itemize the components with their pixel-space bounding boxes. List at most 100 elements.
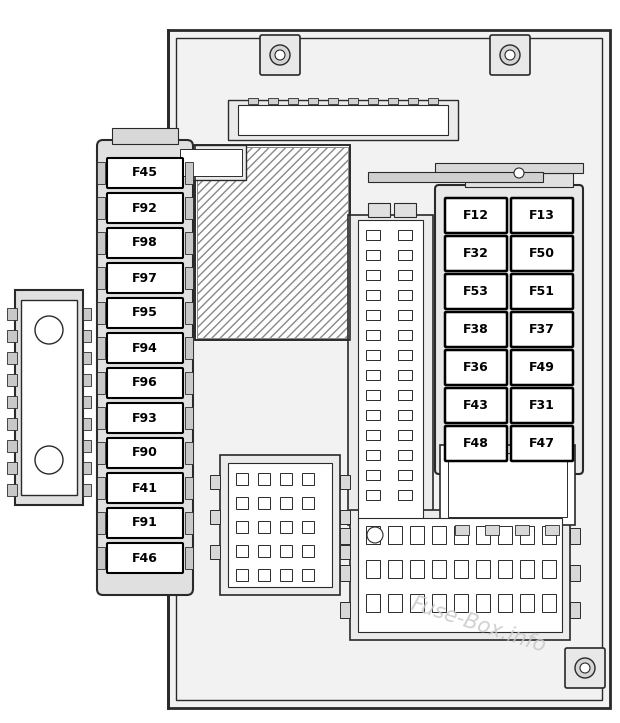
Bar xyxy=(476,560,490,578)
Bar xyxy=(97,302,105,324)
Text: F93: F93 xyxy=(132,411,158,424)
Bar xyxy=(340,565,350,581)
Text: F41: F41 xyxy=(132,482,158,495)
Bar xyxy=(185,372,193,394)
Bar xyxy=(83,374,91,386)
FancyBboxPatch shape xyxy=(107,368,183,398)
Bar xyxy=(83,418,91,430)
Bar xyxy=(238,105,448,135)
Text: Fuse-Box.info: Fuse-Box.info xyxy=(408,594,548,656)
Bar xyxy=(366,430,380,440)
Circle shape xyxy=(270,45,290,65)
FancyBboxPatch shape xyxy=(511,236,573,271)
Bar xyxy=(454,526,468,544)
Bar xyxy=(366,560,380,578)
Bar xyxy=(388,594,402,612)
Bar xyxy=(366,526,380,544)
Bar xyxy=(228,463,332,587)
FancyBboxPatch shape xyxy=(107,403,183,433)
Bar xyxy=(348,98,358,104)
Bar xyxy=(435,163,583,173)
Bar xyxy=(398,490,412,500)
Bar xyxy=(248,98,258,104)
Bar xyxy=(366,470,380,480)
Bar xyxy=(185,407,193,429)
Bar xyxy=(258,545,270,557)
Bar xyxy=(185,512,193,534)
Bar xyxy=(7,484,17,496)
Bar xyxy=(366,310,380,320)
Bar xyxy=(542,594,556,612)
Bar xyxy=(280,473,292,485)
Bar xyxy=(340,545,350,559)
Bar xyxy=(398,310,412,320)
Bar xyxy=(176,38,602,700)
Bar xyxy=(368,172,543,182)
Bar xyxy=(258,521,270,533)
FancyBboxPatch shape xyxy=(511,388,573,423)
Bar xyxy=(195,145,350,340)
Bar xyxy=(428,98,438,104)
Bar xyxy=(7,352,17,364)
Text: F45: F45 xyxy=(132,166,158,179)
Bar xyxy=(398,350,412,360)
Bar xyxy=(97,232,105,254)
Bar xyxy=(542,560,556,578)
Bar xyxy=(388,526,402,544)
Bar xyxy=(97,547,105,569)
Bar xyxy=(21,300,77,495)
Bar xyxy=(168,30,610,708)
Text: F49: F49 xyxy=(529,361,555,374)
Bar xyxy=(570,602,580,618)
FancyBboxPatch shape xyxy=(107,473,183,503)
Bar xyxy=(388,98,398,104)
Text: F53: F53 xyxy=(463,285,489,298)
Bar xyxy=(358,220,423,520)
Text: F38: F38 xyxy=(463,323,489,336)
Bar xyxy=(440,445,575,525)
Circle shape xyxy=(35,316,63,344)
Bar xyxy=(410,526,424,544)
FancyBboxPatch shape xyxy=(107,193,183,223)
Bar xyxy=(258,569,270,581)
FancyBboxPatch shape xyxy=(445,350,507,385)
Bar xyxy=(97,372,105,394)
FancyBboxPatch shape xyxy=(107,438,183,468)
Bar xyxy=(476,594,490,612)
Bar xyxy=(366,450,380,460)
Circle shape xyxy=(275,50,285,60)
Bar xyxy=(83,440,91,452)
Bar xyxy=(258,497,270,509)
Bar xyxy=(398,390,412,400)
Bar xyxy=(498,594,512,612)
Bar xyxy=(185,197,193,219)
Bar xyxy=(176,145,246,180)
FancyBboxPatch shape xyxy=(511,274,573,309)
Bar xyxy=(236,497,248,509)
Bar xyxy=(302,521,314,533)
Bar xyxy=(83,330,91,342)
Bar xyxy=(236,521,248,533)
Bar xyxy=(7,330,17,342)
FancyBboxPatch shape xyxy=(107,228,183,258)
Bar xyxy=(455,437,469,447)
FancyBboxPatch shape xyxy=(445,388,507,423)
Bar xyxy=(520,526,534,544)
Bar xyxy=(83,308,91,320)
Bar xyxy=(570,565,580,581)
Bar xyxy=(515,525,529,535)
FancyBboxPatch shape xyxy=(445,274,507,309)
Bar xyxy=(498,526,512,544)
Bar xyxy=(398,330,412,340)
Text: F91: F91 xyxy=(132,516,158,529)
Bar xyxy=(454,560,468,578)
Bar xyxy=(394,203,416,217)
Bar xyxy=(398,250,412,260)
Bar xyxy=(340,528,350,544)
Bar xyxy=(220,455,340,595)
FancyBboxPatch shape xyxy=(107,508,183,538)
Bar xyxy=(83,396,91,408)
Bar xyxy=(302,545,314,557)
Bar xyxy=(97,267,105,289)
Bar xyxy=(520,560,534,578)
